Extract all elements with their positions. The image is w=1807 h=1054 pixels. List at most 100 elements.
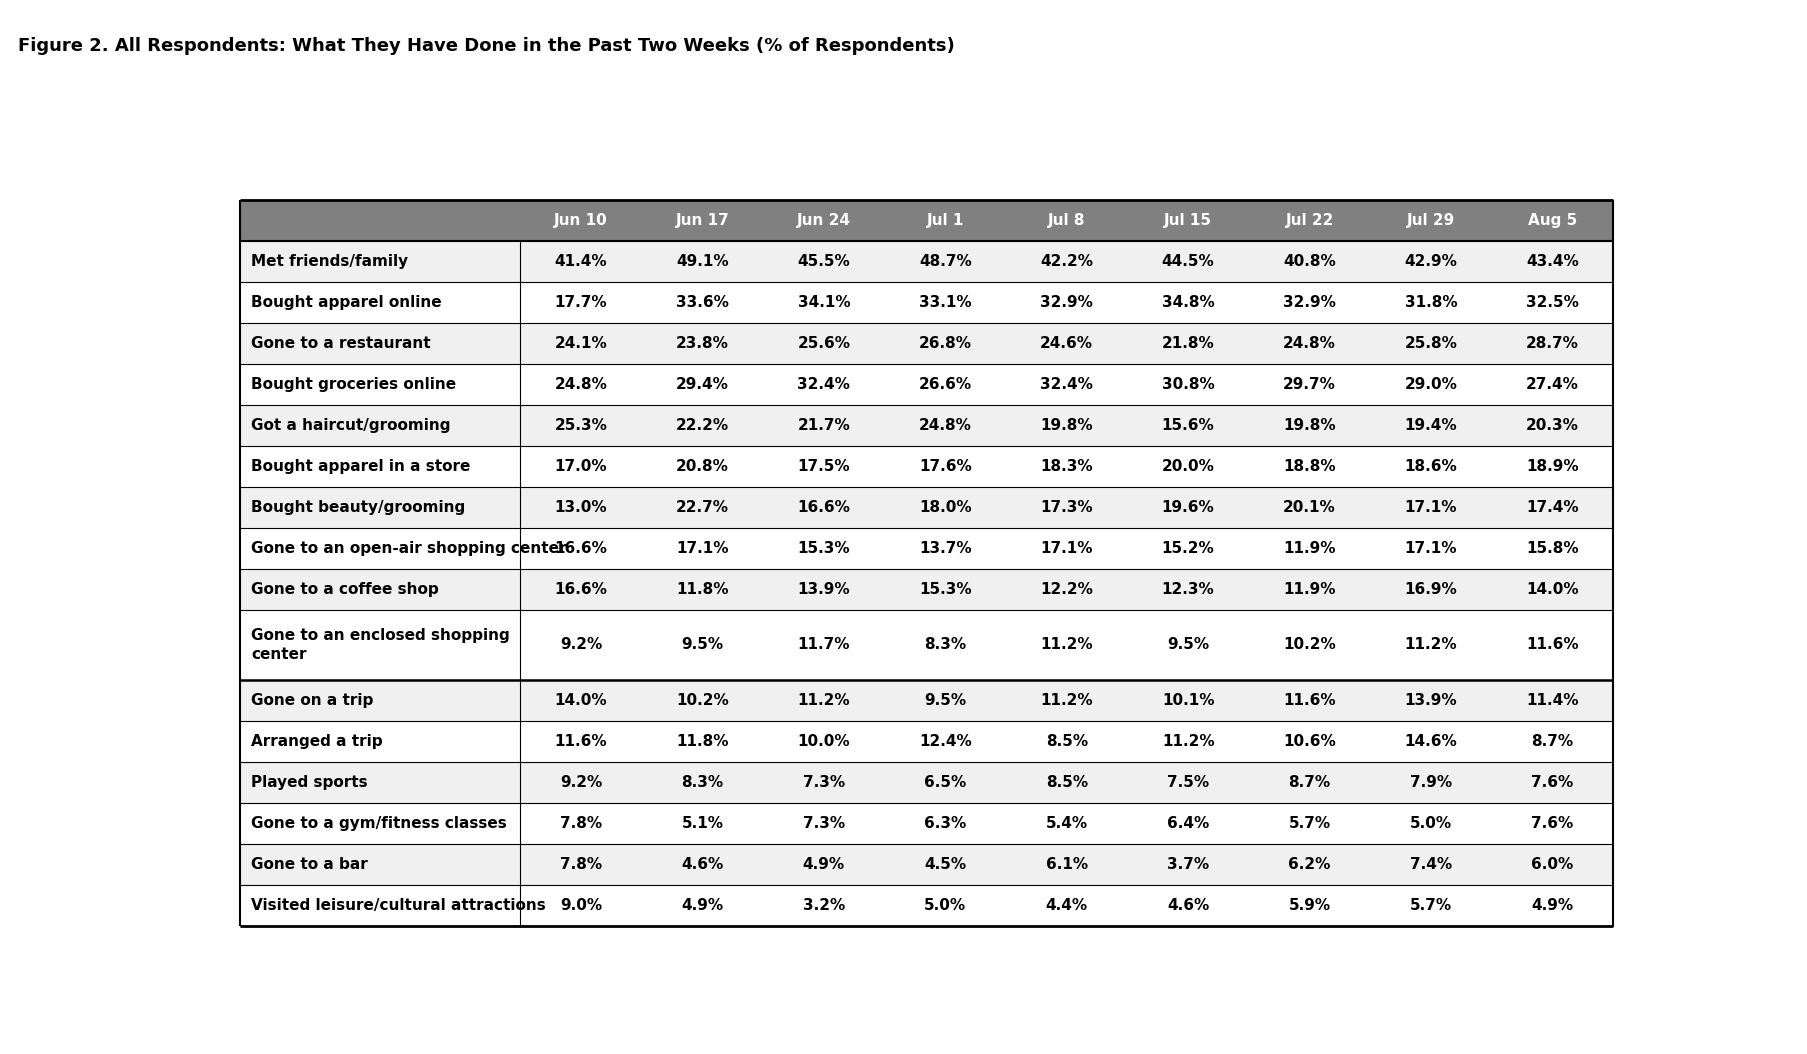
Text: 13.0%: 13.0%: [555, 500, 607, 514]
Text: 22.2%: 22.2%: [676, 417, 728, 433]
Text: 5.9%: 5.9%: [1288, 898, 1330, 913]
Text: Played sports: Played sports: [251, 775, 367, 789]
Bar: [240, 721, 1612, 762]
Text: 8.7%: 8.7%: [1531, 734, 1572, 748]
Text: Bought apparel online: Bought apparel online: [251, 295, 441, 310]
Text: 8.3%: 8.3%: [681, 775, 723, 789]
Text: 11.2%: 11.2%: [1404, 638, 1456, 652]
Text: 20.0%: 20.0%: [1162, 458, 1214, 473]
Text: Bought beauty/grooming: Bought beauty/grooming: [251, 500, 464, 514]
Bar: [240, 323, 1612, 364]
Text: Jun 10: Jun 10: [553, 213, 607, 228]
Text: 25.6%: 25.6%: [797, 335, 849, 351]
Text: Jul 1: Jul 1: [925, 213, 963, 228]
Text: Bought apparel in a store: Bought apparel in a store: [251, 458, 470, 473]
Text: 32.5%: 32.5%: [1525, 295, 1578, 310]
Text: 19.4%: 19.4%: [1404, 417, 1456, 433]
Text: 26.6%: 26.6%: [918, 376, 972, 392]
Text: 4.4%: 4.4%: [1044, 898, 1088, 913]
Text: 12.3%: 12.3%: [1162, 582, 1214, 597]
Text: Met friends/family: Met friends/family: [251, 254, 408, 269]
Text: 7.9%: 7.9%: [1409, 775, 1451, 789]
Text: Gone on a trip: Gone on a trip: [251, 692, 374, 707]
Text: 29.4%: 29.4%: [676, 376, 728, 392]
Text: 14.0%: 14.0%: [555, 692, 607, 707]
Text: 33.6%: 33.6%: [676, 295, 728, 310]
Text: 6.1%: 6.1%: [1044, 857, 1088, 872]
Text: 11.9%: 11.9%: [1283, 541, 1335, 555]
Bar: [240, 487, 1612, 528]
Text: Jul 22: Jul 22: [1285, 213, 1334, 228]
Text: 7.8%: 7.8%: [560, 816, 602, 831]
Text: 7.3%: 7.3%: [802, 775, 844, 789]
Text: 21.7%: 21.7%: [797, 417, 849, 433]
Text: 5.0%: 5.0%: [1409, 816, 1451, 831]
Text: 15.3%: 15.3%: [797, 541, 849, 555]
Text: 17.4%: 17.4%: [1525, 500, 1578, 514]
Text: 32.9%: 32.9%: [1283, 295, 1335, 310]
Bar: [240, 844, 1612, 885]
Text: 24.6%: 24.6%: [1039, 335, 1093, 351]
Text: 24.8%: 24.8%: [555, 376, 607, 392]
Text: 17.6%: 17.6%: [918, 458, 970, 473]
Text: Aug 5: Aug 5: [1527, 213, 1576, 228]
Text: 15.2%: 15.2%: [1162, 541, 1214, 555]
Text: 19.8%: 19.8%: [1039, 417, 1093, 433]
Text: 11.8%: 11.8%: [676, 734, 728, 748]
Text: 16.6%: 16.6%: [797, 500, 849, 514]
Text: 5.0%: 5.0%: [923, 898, 965, 913]
Text: 7.6%: 7.6%: [1531, 816, 1572, 831]
Text: 6.4%: 6.4%: [1166, 816, 1209, 831]
Text: 11.2%: 11.2%: [1162, 734, 1214, 748]
Text: 25.8%: 25.8%: [1404, 335, 1456, 351]
Text: 17.1%: 17.1%: [1404, 541, 1456, 555]
Text: 24.8%: 24.8%: [918, 417, 970, 433]
Text: 21.8%: 21.8%: [1162, 335, 1214, 351]
Text: 49.1%: 49.1%: [676, 254, 728, 269]
Text: 11.4%: 11.4%: [1525, 692, 1578, 707]
Text: Jun 24: Jun 24: [797, 213, 851, 228]
Text: 7.6%: 7.6%: [1531, 775, 1572, 789]
Text: 10.2%: 10.2%: [676, 692, 728, 707]
Text: 13.7%: 13.7%: [918, 541, 970, 555]
Bar: [240, 803, 1612, 844]
Text: 16.6%: 16.6%: [555, 582, 607, 597]
Text: 10.0%: 10.0%: [797, 734, 849, 748]
Text: 8.5%: 8.5%: [1044, 775, 1088, 789]
Text: 9.5%: 9.5%: [923, 692, 965, 707]
Text: 19.8%: 19.8%: [1283, 417, 1335, 433]
Text: 4.6%: 4.6%: [681, 857, 723, 872]
Text: 10.1%: 10.1%: [1162, 692, 1214, 707]
Text: Visited leisure/cultural attractions: Visited leisure/cultural attractions: [251, 898, 546, 913]
Text: Jul 8: Jul 8: [1048, 213, 1084, 228]
Text: 14.6%: 14.6%: [1404, 734, 1456, 748]
Text: 6.5%: 6.5%: [923, 775, 967, 789]
Text: 9.0%: 9.0%: [560, 898, 602, 913]
Text: Arranged a trip: Arranged a trip: [251, 734, 383, 748]
Bar: [240, 680, 1612, 721]
Text: Jun 17: Jun 17: [676, 213, 728, 228]
Text: 3.7%: 3.7%: [1167, 857, 1209, 872]
Text: 4.9%: 4.9%: [1531, 898, 1572, 913]
Bar: [240, 405, 1612, 446]
Text: 7.4%: 7.4%: [1409, 857, 1451, 872]
Text: 48.7%: 48.7%: [918, 254, 970, 269]
Text: 19.6%: 19.6%: [1162, 500, 1214, 514]
Text: 14.0%: 14.0%: [1525, 582, 1578, 597]
Text: 22.7%: 22.7%: [676, 500, 728, 514]
Text: 11.2%: 11.2%: [797, 692, 849, 707]
Text: 20.3%: 20.3%: [1525, 417, 1578, 433]
Text: 9.5%: 9.5%: [681, 638, 723, 652]
Text: Gone to a coffee shop: Gone to a coffee shop: [251, 582, 439, 597]
Text: 32.4%: 32.4%: [1039, 376, 1093, 392]
Text: 44.5%: 44.5%: [1162, 254, 1214, 269]
Text: 45.5%: 45.5%: [797, 254, 849, 269]
Text: 15.8%: 15.8%: [1525, 541, 1578, 555]
Text: 6.3%: 6.3%: [923, 816, 967, 831]
Text: 17.3%: 17.3%: [1039, 500, 1093, 514]
Text: 13.9%: 13.9%: [797, 582, 849, 597]
Text: 9.5%: 9.5%: [1167, 638, 1209, 652]
Text: 17.1%: 17.1%: [1039, 541, 1093, 555]
Text: 26.8%: 26.8%: [918, 335, 970, 351]
Text: 11.6%: 11.6%: [1525, 638, 1578, 652]
